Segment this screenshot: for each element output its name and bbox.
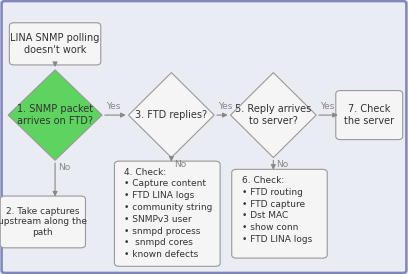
Text: Yes: Yes [218,102,233,111]
FancyBboxPatch shape [336,91,403,140]
FancyBboxPatch shape [0,196,86,248]
Polygon shape [129,73,214,158]
Text: 3. FTD replies?: 3. FTD replies? [135,110,207,120]
Text: No: No [175,160,187,169]
Text: 5. Reply arrives
to server?: 5. Reply arrives to server? [235,104,311,126]
FancyBboxPatch shape [114,161,220,266]
Polygon shape [8,70,102,160]
Text: 7. Check
the server: 7. Check the server [344,104,394,126]
FancyBboxPatch shape [232,169,327,258]
Polygon shape [231,73,316,158]
FancyBboxPatch shape [9,23,101,65]
Text: 1. SNMP packet
arrives on FTD?: 1. SNMP packet arrives on FTD? [17,104,93,126]
Text: 6. Check:
• FTD routing
• FTD capture
• Dst MAC
• show conn
• FTD LINA logs: 6. Check: • FTD routing • FTD capture • … [242,176,312,244]
Text: LINA SNMP polling
doesn't work: LINA SNMP polling doesn't work [10,33,100,55]
Text: No: No [58,163,71,172]
Text: Yes: Yes [106,102,120,111]
Text: Yes: Yes [320,102,335,111]
Text: No: No [277,160,289,169]
Text: 4. Check:
• Capture content
• FTD LINA logs
• community string
• SNMPv3 user
• s: 4. Check: • Capture content • FTD LINA l… [124,168,213,259]
Text: 2. Take captures
upstream along the
path: 2. Take captures upstream along the path [0,207,87,237]
